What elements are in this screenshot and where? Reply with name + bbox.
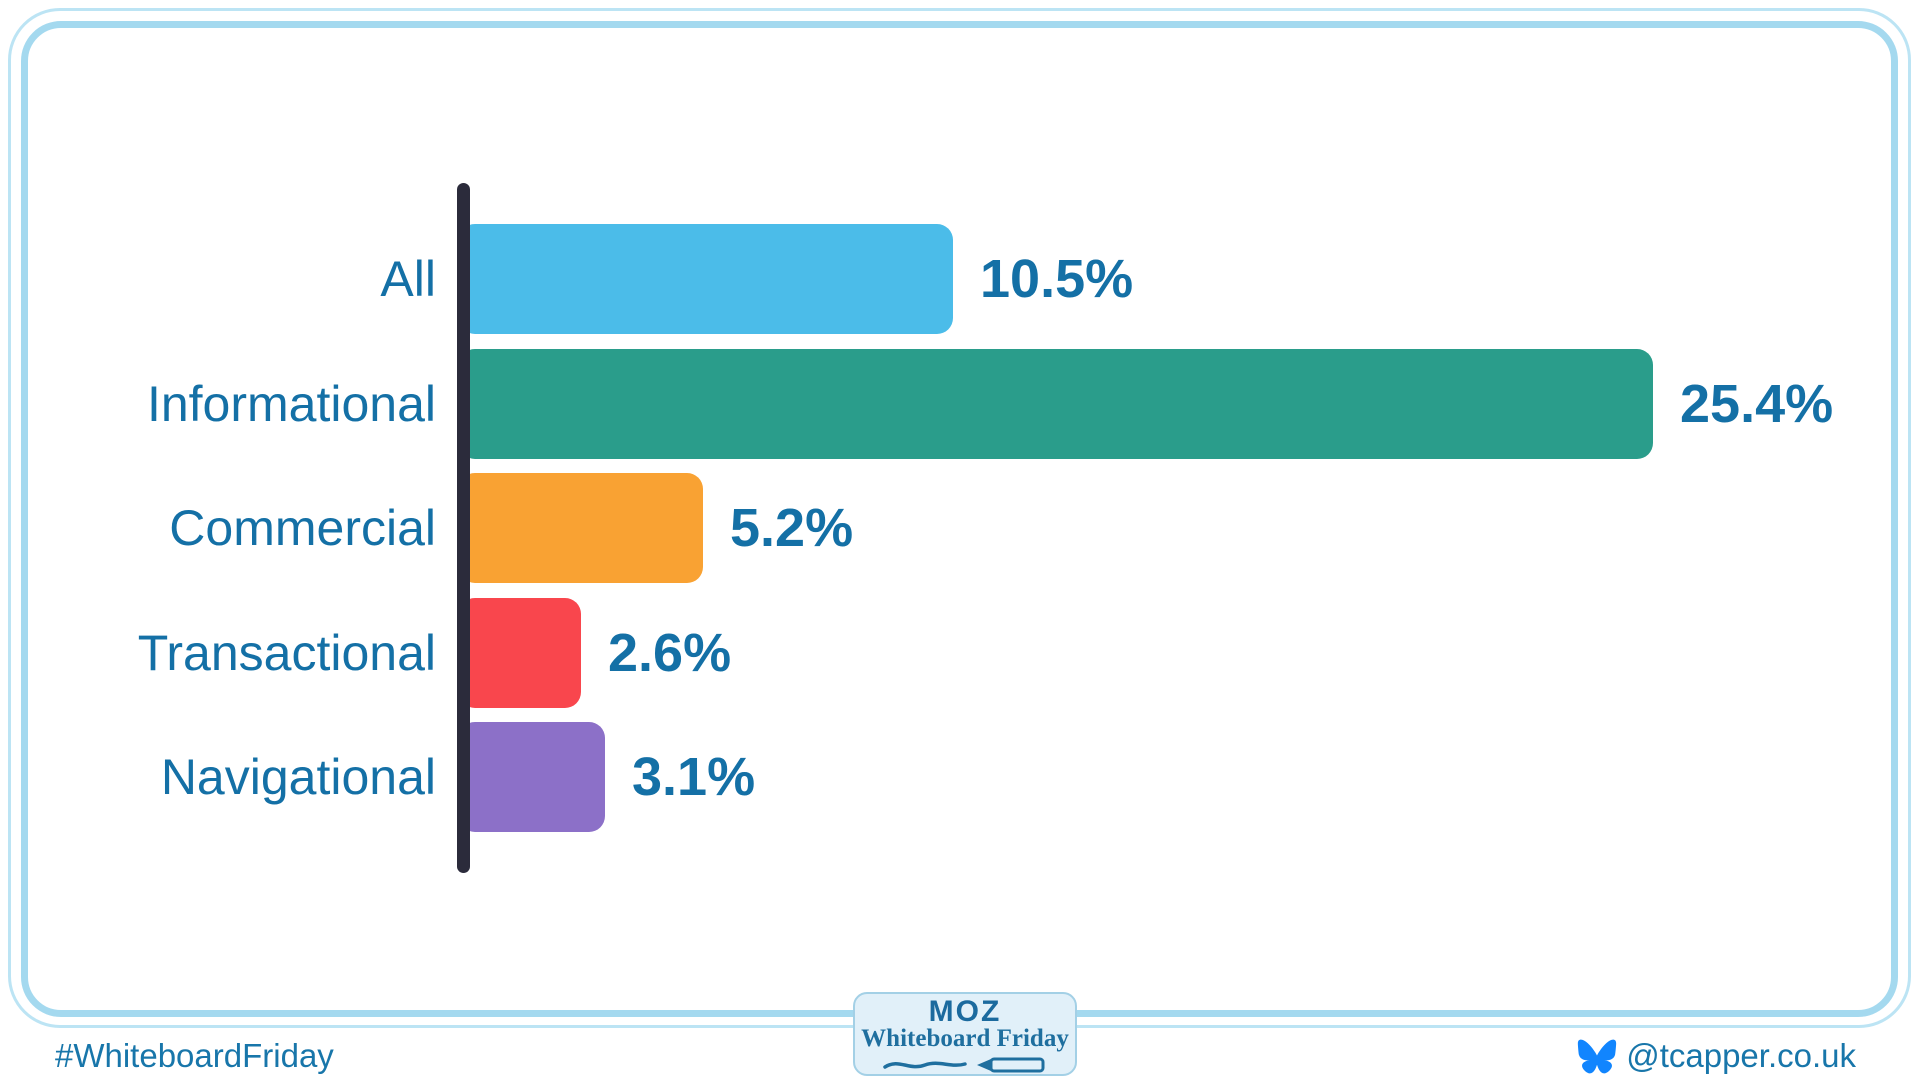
chart-row: All 10.5% — [0, 224, 1920, 334]
marker-scribble-icon — [883, 1057, 1045, 1072]
moz-whiteboard-friday-badge: MOZ Whiteboard Friday — [853, 992, 1077, 1076]
bar — [459, 722, 605, 832]
category-label: Informational — [146, 376, 436, 432]
value-label: 25.4% — [1680, 374, 1834, 434]
category-label: Transactional — [137, 625, 436, 681]
chart-axis-line — [457, 183, 470, 873]
value-label: 5.2% — [730, 498, 854, 558]
category-label: Navigational — [160, 749, 436, 805]
bar — [459, 349, 1653, 459]
bar — [459, 598, 581, 708]
chart-row: Commercial 5.2% — [0, 473, 1920, 583]
chart-row: Informational 25.4% — [0, 349, 1920, 459]
chart-row: Transactional 2.6% — [0, 598, 1920, 708]
whiteboard-friday-label: Whiteboard Friday — [861, 1024, 1069, 1052]
value-label: 2.6% — [608, 623, 732, 683]
value-label: 10.5% — [980, 249, 1134, 309]
bar — [459, 224, 953, 334]
handle-text: @tcapper.co.uk — [1626, 1037, 1856, 1074]
social-handle: @tcapper.co.uk — [1577, 1034, 1856, 1078]
bar — [459, 473, 703, 583]
bluesky-butterfly-icon — [1578, 1039, 1617, 1073]
category-label: All — [380, 251, 436, 307]
chart-row: Navigational 3.1% — [0, 722, 1920, 832]
hashtag-text: #WhiteboardFriday — [55, 1037, 334, 1074]
value-label: 3.1% — [632, 747, 756, 807]
moz-logo: MOZ — [928, 994, 1002, 1028]
category-label: Commercial — [169, 500, 436, 556]
